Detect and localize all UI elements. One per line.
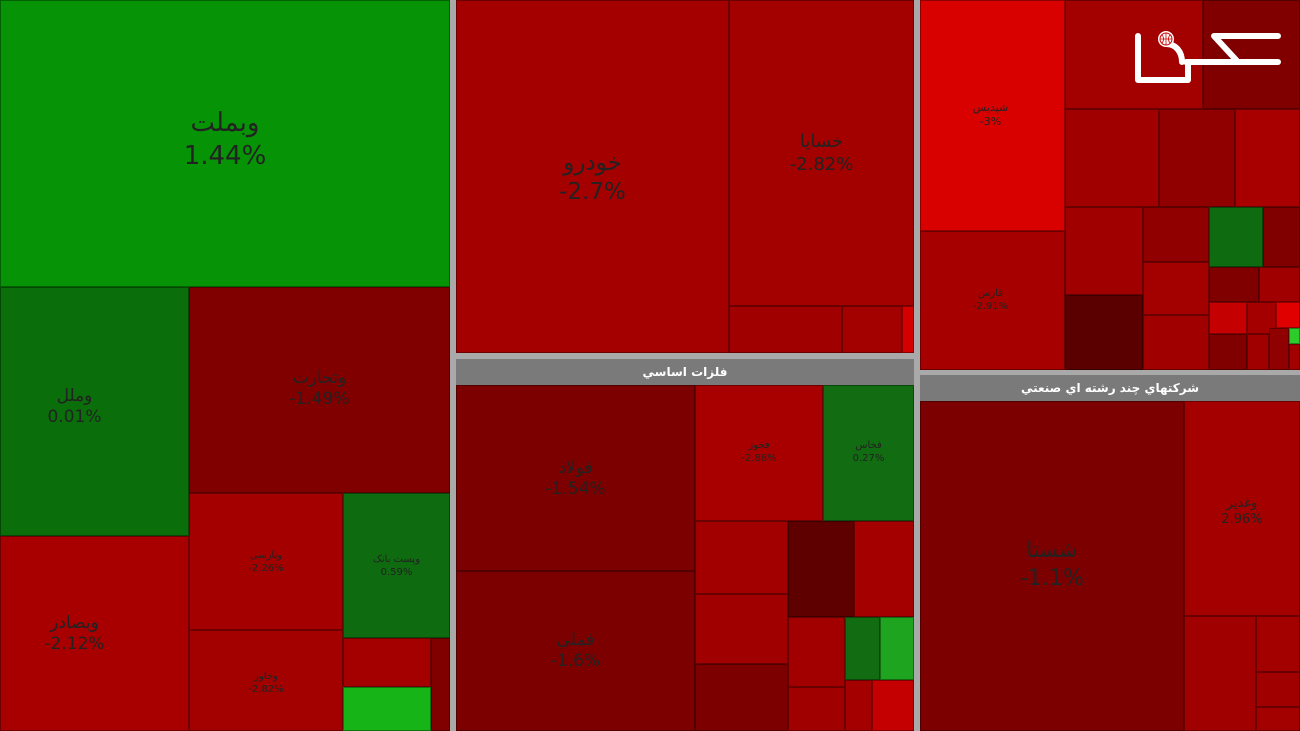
treemap-tile-small[interactable] [1289,328,1300,344]
treemap-panel-metals: فلزات اساسي فولاد -1.54% فملي -1.6% فخوز… [456,359,914,731]
treemap-tile-small[interactable] [1159,109,1235,207]
treemap-tile-shasta[interactable]: شستا -1.1% [920,401,1184,731]
treemap-tile-small[interactable] [1235,109,1300,207]
tile-name: فخاس [855,440,882,451]
treemap-tile-small[interactable] [1143,315,1209,370]
tile-value: 0.59% [380,566,413,578]
treemap-tile-small[interactable] [1259,267,1300,302]
treemap-tile-fkhouz[interactable]: فخوز -2.88% [695,385,823,521]
treemap-tile-small[interactable] [1065,295,1143,370]
tile-value: -3% [979,114,1002,128]
treemap-tile-small[interactable] [343,638,431,687]
treemap-tile-small[interactable] [1263,207,1300,267]
treemap-tile-small[interactable] [1256,616,1300,672]
treemap-tile-vpostbank[interactable]: وپست بانک 0.59% [343,493,450,638]
treemap-tile-small[interactable] [1184,616,1256,731]
treemap-tile-small[interactable] [1203,0,1300,109]
treemap-tile-small[interactable] [872,680,914,731]
treemap-tile-small[interactable] [1289,344,1300,370]
tile-name: شپديس [972,101,1009,114]
treemap-tile-small[interactable] [902,306,914,353]
tile-value: -2.82% [248,683,284,695]
tile-value: -2.82% [789,153,854,175]
treemap-tile-small[interactable] [788,617,845,687]
tile-name: وبصادر [50,613,99,633]
tile-name: خسايا [799,131,844,152]
treemap-tile-small[interactable] [1256,672,1300,707]
treemap-tile-vparsi[interactable]: وپارسی -2.26% [189,493,343,630]
treemap-tile-small[interactable] [1276,302,1300,328]
treemap-tile-vbmellat[interactable]: وبملت 1.44% [0,0,450,287]
panel-title: فلزات اساسي [456,359,914,385]
tile-name: وپست بانک [372,554,421,565]
treemap-tile-foolad[interactable]: فولاد -1.54% [456,385,695,571]
treemap-tile-small[interactable] [1209,267,1259,302]
tile-value: 0.27% [852,452,885,464]
treemap-tile-vkhavar[interactable]: وخاور -2.82% [189,630,343,731]
tile-name: فولاد [558,458,593,478]
rokna-logo [1135,31,1281,83]
tile-name: وپارسی [249,550,283,561]
tile-name: فملي [556,630,595,650]
treemap-tile-vbsader[interactable]: وبصادر -2.12% [0,536,189,731]
treemap-tile-small[interactable] [1143,207,1209,262]
treemap-tile-small[interactable] [1256,707,1300,731]
tile-value: -2.88% [741,452,777,464]
treemap-tile-small[interactable] [695,594,788,664]
treemap-tile-khsaipa[interactable]: خسايا -2.82% [729,0,914,306]
tile-name: فارس [978,288,1003,299]
treemap-tile-small[interactable] [788,687,845,731]
tile-name: وبملت [190,108,260,138]
tile-name: وغدير [1226,496,1258,511]
tile-value: -2.12% [44,634,105,655]
treemap-panel-conglomerates: شرکتهاي چند رشته اي صنعتي شستا -1.1% وغد… [920,375,1300,731]
treemap-tile-shpadis[interactable]: شپديس -3% [920,0,1065,231]
treemap-tile-small[interactable] [845,617,880,680]
treemap-tile-fars[interactable]: فارس -2.91% [920,231,1065,370]
tile-name: خودرو [563,150,622,176]
treemap-tile-small[interactable] [1065,207,1143,295]
tile-value: -1.49% [289,389,350,410]
tile-name: شستا [1026,538,1078,563]
treemap-tile-small[interactable] [842,306,902,353]
treemap-tile-small[interactable] [1209,334,1247,370]
treemap-tile-small[interactable] [431,638,450,731]
tile-name: وملل [56,386,93,406]
treemap-tile-small[interactable] [729,306,842,353]
treemap-tile-small[interactable] [695,521,788,594]
treemap-tile-small[interactable] [880,617,914,680]
treemap-tile-khodro[interactable]: خودرو -2.7% [456,0,729,353]
tile-value: -2.26% [248,562,284,574]
treemap-tile-fameli[interactable]: فملي -1.6% [456,571,695,731]
treemap-tile-small[interactable] [1065,109,1159,207]
tile-value: 2.96% [1221,512,1263,528]
treemap-tile-small[interactable] [788,521,854,617]
tile-value: 1.44% [183,140,267,171]
treemap-panel-auto: خودرو -2.7% خسايا -2.82% [456,0,914,353]
tile-name: فخوز [748,440,770,451]
treemap-tile-small[interactable] [343,687,431,731]
treemap-tile-small[interactable] [1269,328,1289,370]
tile-value: -2.7% [559,178,626,205]
tile-value: -1.54% [545,479,606,500]
treemap-tile-vtejarat[interactable]: وتجارت -1.49% [189,287,450,493]
treemap-tile-vghadir[interactable]: وغدير 2.96% [1184,401,1300,616]
tile-value: 0.01% [47,407,102,428]
treemap-tile-small[interactable] [845,680,872,731]
treemap-tile-vmellal[interactable]: وملل 0.01% [0,287,189,536]
treemap-tile-small[interactable] [695,664,788,731]
treemap-tile-small[interactable] [1247,334,1269,370]
tile-value: -2.91% [972,300,1009,312]
treemap-tile-small[interactable] [854,521,914,617]
tile-name: وتجارت [292,368,347,388]
treemap-tile-small[interactable] [1209,207,1263,267]
panel-title: شرکتهاي چند رشته اي صنعتي [920,375,1300,401]
tile-value: -1.6% [550,651,601,672]
treemap-tile-small[interactable] [1209,302,1247,334]
treemap-tile-small[interactable] [1143,262,1209,315]
treemap-panel-banks: وبملت 1.44% وملل 0.01% وتجارت -1.49% وبص… [0,0,450,731]
tile-value: -1.1% [1020,565,1084,591]
treemap-tile-fkhas[interactable]: فخاس 0.27% [823,385,914,521]
tile-name: وخاور [254,671,278,682]
